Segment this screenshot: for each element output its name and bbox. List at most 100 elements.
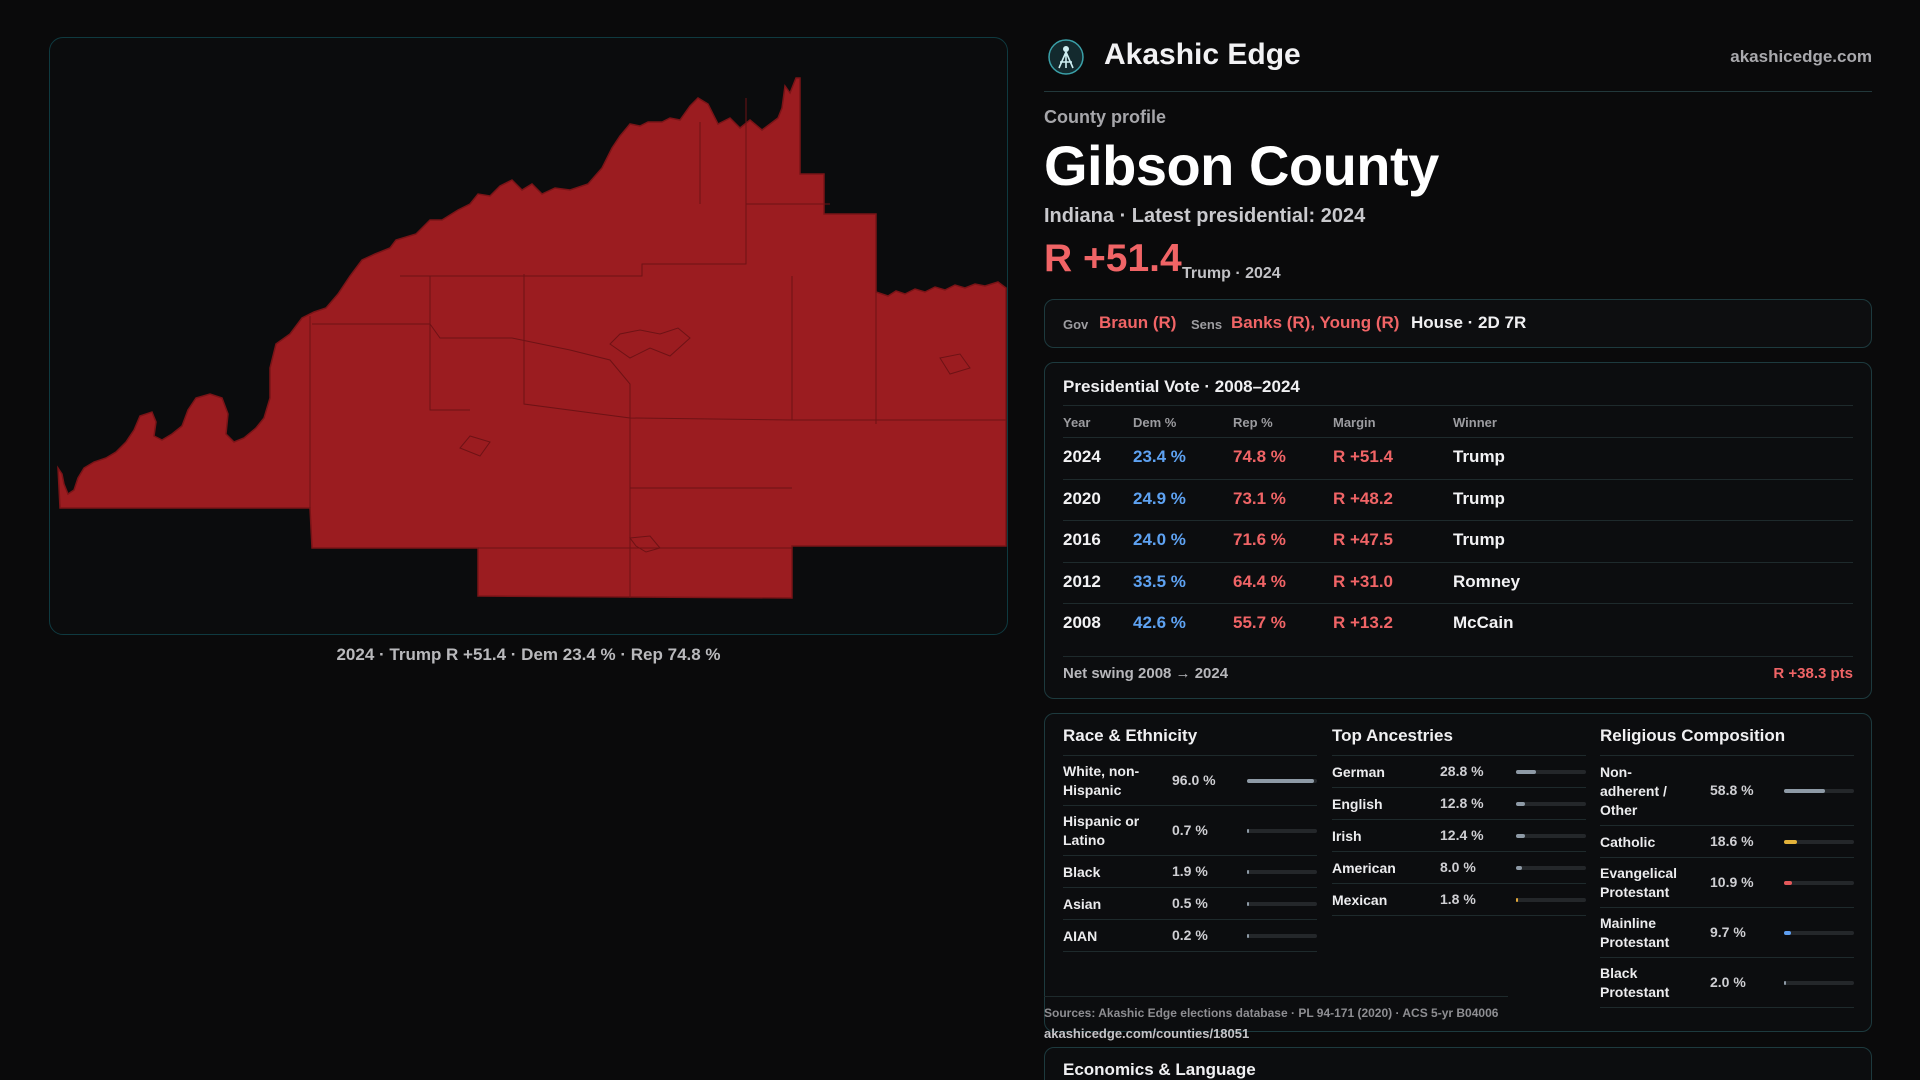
item-percent: 1.8 % <box>1440 891 1476 907</box>
source-url-link[interactable]: akashicedge.com/counties/18051 <box>1044 1026 1250 1041</box>
col-winner: Winner <box>1453 415 1497 430</box>
item-bar <box>1516 834 1586 838</box>
list-item: Asian 0.5 % <box>1063 888 1317 920</box>
presidential-title: Presidential Vote · 2008–2024 <box>1063 377 1300 396</box>
item-bar-fill <box>1784 840 1798 844</box>
cell-year: 2016 <box>1063 530 1101 549</box>
item-bar-fill <box>1247 934 1249 938</box>
item-percent: 2.0 % <box>1710 974 1746 990</box>
net-swing-label: Net swing 2008 → 2024 <box>1063 665 1229 682</box>
table-row: 2008 42.6 % 55.7 % R +13.2 McCain <box>1063 603 1853 644</box>
cell-margin: R +48.2 <box>1333 488 1394 508</box>
list-item: English 12.8 % <box>1332 788 1586 820</box>
cell-rep: 73.1 % <box>1233 488 1286 508</box>
item-bar <box>1247 829 1317 833</box>
cell-rep: 55.7 % <box>1233 613 1286 632</box>
cell-margin: R +51.4 <box>1333 447 1394 466</box>
cell-rep: 74.8 % <box>1233 447 1286 466</box>
item-bar <box>1247 902 1317 906</box>
list-item: Mainline Protestant 9.7 % <box>1600 908 1854 958</box>
race-column: Race & Ethnicity White, non- Hispanic 96.… <box>1063 726 1317 952</box>
cell-dem: 23.4 % <box>1133 447 1186 466</box>
item-bar-fill <box>1247 870 1249 874</box>
item-percent: 9.7 % <box>1710 924 1746 940</box>
item-percent: 0.7 % <box>1172 822 1208 838</box>
item-bar-fill <box>1784 981 1786 985</box>
table-row: 2024 23.4 % 74.8 % R +51.4 Trump <box>1063 437 1853 478</box>
sens-label: Sens <box>1191 317 1223 332</box>
item-percent: 18.6 % <box>1710 833 1754 849</box>
item-bar <box>1516 802 1586 806</box>
demographics-card: Race & Ethnicity White, non- Hispanic 96.… <box>1044 713 1872 1032</box>
item-bar-fill <box>1516 898 1518 902</box>
officials-bar: Gov Braun (R) Sens Banks (R), Young (R) … <box>1044 299 1872 348</box>
list-item: American 8.0 % <box>1332 852 1586 884</box>
list-item: Catholic 18.6 % <box>1600 826 1854 858</box>
brand-url-link[interactable]: akashicedge.com <box>1730 47 1872 66</box>
item-bar-fill <box>1784 881 1792 885</box>
item-bar <box>1516 866 1586 870</box>
col-margin: Margin <box>1333 415 1376 430</box>
latest-margin-note: Trump · 2024 <box>1182 265 1281 282</box>
page-title: Gibson County <box>1044 134 1439 197</box>
profile-panel: Akashic Edge akashicedge.com County prof… <box>1044 0 1872 1080</box>
cell-margin: R +31.0 <box>1333 571 1394 591</box>
house-value: House · 2D 7R <box>1411 313 1527 332</box>
cell-dem: 24.0 % <box>1133 530 1186 549</box>
county-profile-label: County profile <box>1044 107 1166 127</box>
table-row: 2012 33.5 % 64.4 % R +31.0 Romney <box>1063 561 1853 603</box>
item-name: Evangelical Protestant <box>1600 865 1678 900</box>
item-name: English <box>1332 795 1383 812</box>
race-title: Race & Ethnicity <box>1063 726 1317 756</box>
item-name: White, non- Hispanic <box>1063 763 1140 798</box>
table-row: 2020 24.9 % 73.1 % R +48.2 Trump <box>1063 478 1853 520</box>
col-rep: Rep % <box>1233 415 1273 430</box>
cell-year: 2012 <box>1063 571 1101 591</box>
brand-name: Akashic Edge <box>1104 38 1301 71</box>
cell-dem: 24.9 % <box>1133 488 1186 508</box>
cell-year: 2008 <box>1063 613 1101 632</box>
item-bar <box>1247 870 1317 874</box>
item-name: Non- adherent / Other <box>1600 763 1667 818</box>
economics-title: Economics & Language <box>1063 1060 1256 1079</box>
county-subtitle: Indiana · Latest presidential: 2024 <box>1044 205 1366 227</box>
col-year: Year <box>1063 415 1091 430</box>
compass-logo-icon <box>1048 39 1084 75</box>
cell-margin: R +47.5 <box>1333 530 1394 549</box>
map-caption: 2024 · Trump R +51.4 · Dem 23.4 % · Rep … <box>336 645 721 664</box>
item-bar <box>1516 770 1586 774</box>
item-percent: 96.0 % <box>1172 772 1216 788</box>
county-map <box>57 77 1007 599</box>
item-bar <box>1784 881 1854 885</box>
cell-winner: Trump <box>1453 530 1505 549</box>
list-item: Black 1.9 % <box>1063 856 1317 888</box>
sources-note: Sources: Akashic Edge elections database… <box>1044 1006 1499 1020</box>
ancestry-column: Top Ancestries German 28.8 % English 12.8 %… <box>1332 726 1586 916</box>
cell-rep: 64.4 % <box>1233 571 1286 591</box>
item-bar-fill <box>1516 834 1525 838</box>
item-bar <box>1247 934 1317 938</box>
item-percent: 10.9 % <box>1710 874 1754 890</box>
cell-winner: McCain <box>1453 613 1514 632</box>
religion-title: Religious Composition <box>1600 726 1854 756</box>
latest-margin: R +51.4 <box>1044 237 1182 280</box>
sens-value: Banks (R), Young (R) <box>1231 313 1400 332</box>
cell-winner: Trump <box>1453 488 1505 508</box>
item-bar <box>1784 981 1854 985</box>
cell-rep: 71.6 % <box>1233 530 1286 549</box>
item-bar-fill <box>1516 770 1537 774</box>
item-name: Black <box>1063 863 1101 880</box>
item-bar-fill <box>1784 789 1826 793</box>
brand-header: Akashic Edge akashicedge.com <box>1044 36 1872 92</box>
item-bar-fill <box>1516 802 1525 806</box>
item-bar-fill <box>1247 902 1249 906</box>
county-shape <box>57 77 1007 599</box>
item-name: Catholic <box>1600 833 1656 850</box>
item-percent: 28.8 % <box>1440 763 1484 779</box>
item-percent: 8.0 % <box>1440 859 1476 875</box>
item-bar <box>1784 931 1854 935</box>
item-bar <box>1516 898 1586 902</box>
cell-margin: R +13.2 <box>1333 613 1394 632</box>
cell-winner: Romney <box>1453 571 1521 591</box>
item-name: Mainline Protestant <box>1600 915 1670 950</box>
